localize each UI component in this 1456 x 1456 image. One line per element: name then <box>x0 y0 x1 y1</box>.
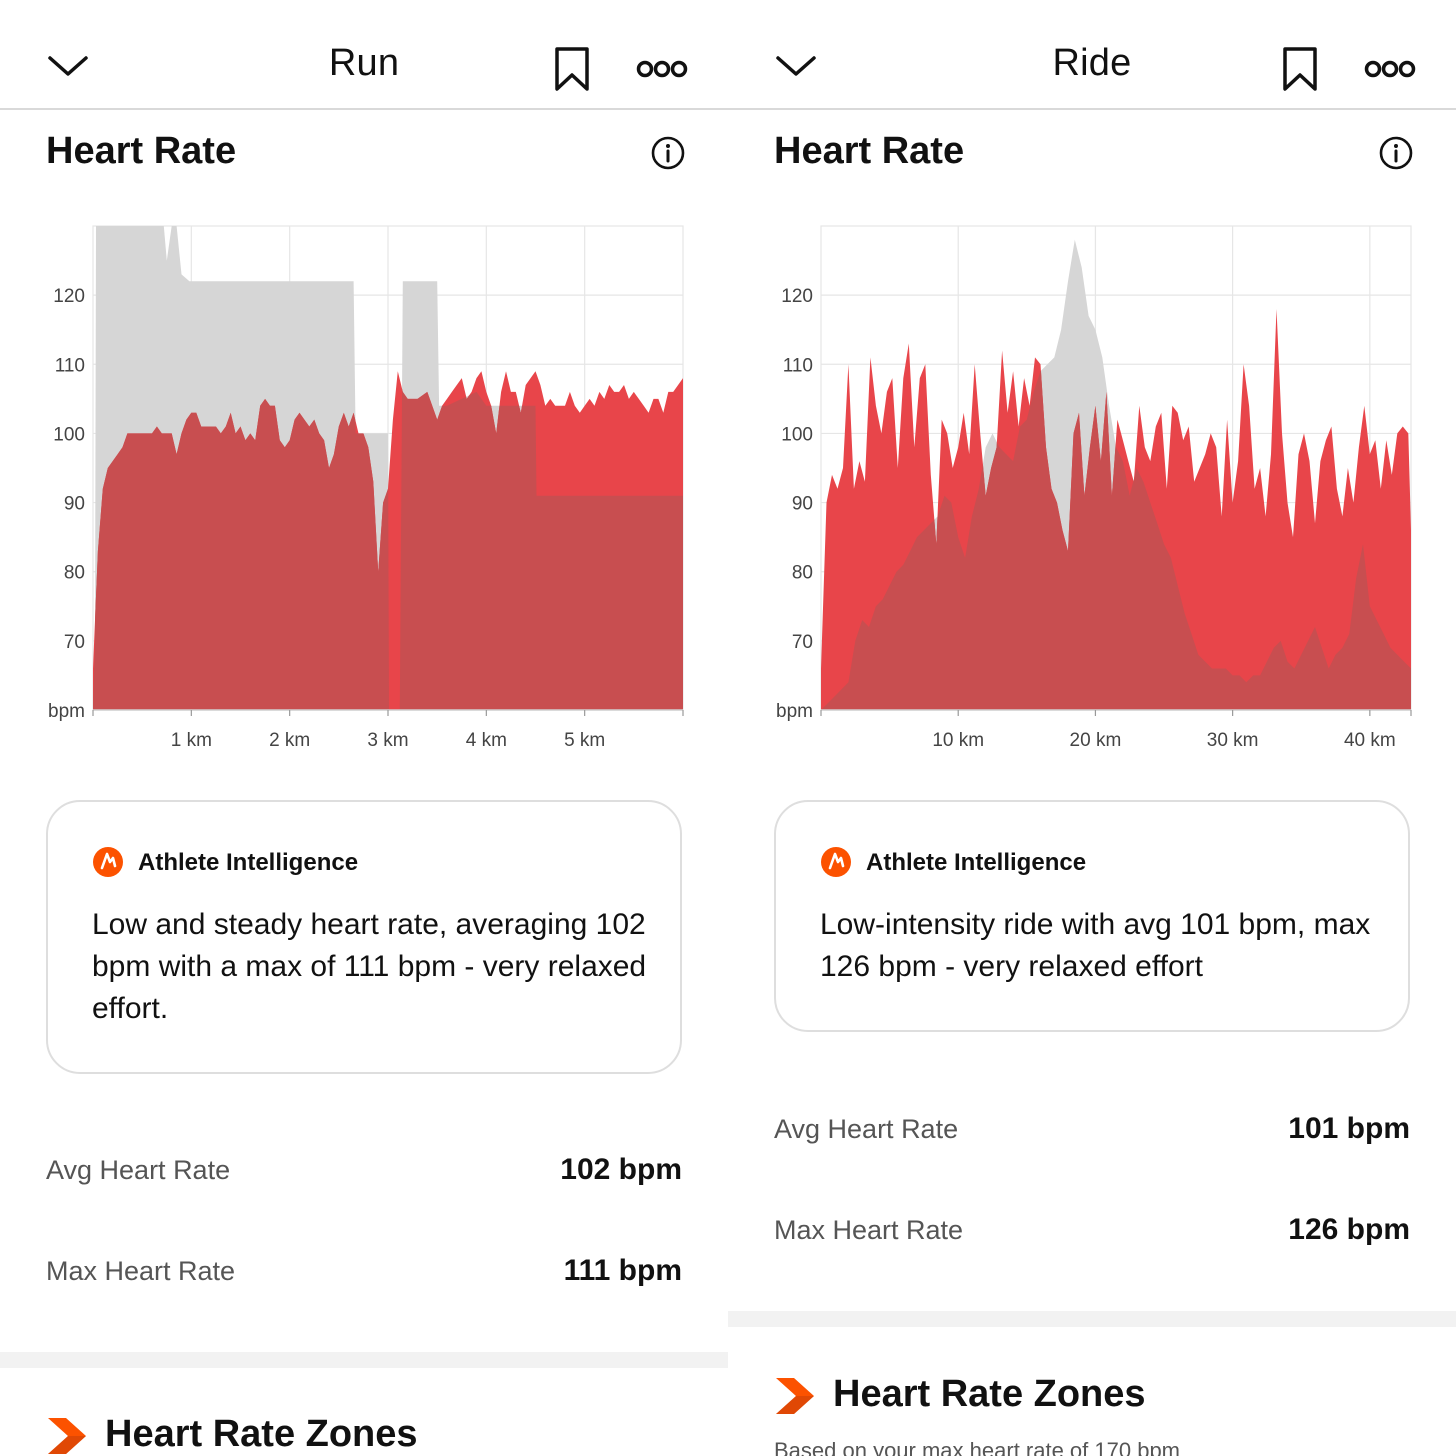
avg-heart-rate-value: 102 bpm <box>560 1153 682 1186</box>
heart-rate-zones-title[interactable]: Heart Rate Zones <box>105 1413 418 1455</box>
y-tick-label: 100 <box>53 424 85 445</box>
athlete-intelligence-icon <box>821 847 851 877</box>
max-heart-rate-value: 126 bpm <box>1288 1213 1410 1246</box>
chevron-down-icon[interactable] <box>774 48 818 84</box>
nav-bar: Run <box>0 20 728 110</box>
bookmark-icon[interactable] <box>1280 46 1320 92</box>
max-heart-rate-label: Max Heart Rate <box>774 1215 964 1245</box>
heart-rate-title: Heart Rate <box>774 130 965 172</box>
more-icon[interactable] <box>636 56 688 82</box>
y-tick-label: 110 <box>783 355 813 376</box>
y-tick-label: 90 <box>792 494 813 515</box>
y-tick-label: 80 <box>792 563 813 584</box>
x-tick-label: 4 km <box>466 730 507 751</box>
y-tick-label: 120 <box>781 286 813 307</box>
strava-chevron-icon <box>48 1418 86 1454</box>
y-tick-label: bpm <box>776 701 813 722</box>
y-tick-label: 90 <box>64 494 85 515</box>
heart-rate-zones-subtitle: Based on your max heart rate of 170 bpm <box>774 1438 1181 1456</box>
y-tick-label: 70 <box>792 632 813 653</box>
x-tick-label: 2 km <box>269 730 310 751</box>
athlete-intelligence-card: Athlete Intelligence Low and steady hear… <box>46 800 682 1074</box>
nav-bar: Ride <box>728 20 1456 110</box>
avg-heart-rate-label: Avg Heart Rate <box>46 1155 231 1185</box>
max-heart-rate-value: 111 bpm <box>563 1254 682 1287</box>
info-icon[interactable] <box>1378 135 1414 171</box>
heart-rate-chart: 120 110 100 90 80 70 bpm 10 km 20 km 30 km 40 km <box>776 225 1412 751</box>
x-tick-label: 1 km <box>171 730 212 751</box>
run-activity-panel: Run Heart Rate 120 110 100 90 80 70 bpm 1 km 2 k… <box>0 20 728 1455</box>
y-tick-label: 120 <box>53 286 85 307</box>
bookmark-icon[interactable] <box>552 46 592 92</box>
y-tick-label: 100 <box>781 424 813 445</box>
avg-heart-rate-value: 101 bpm <box>1288 1112 1410 1145</box>
x-tick-label: 20 km <box>1070 730 1122 751</box>
section-divider <box>728 1311 1456 1327</box>
x-tick-label: 3 km <box>367 730 408 751</box>
more-icon[interactable] <box>1364 56 1416 82</box>
ai-card-text: Low and steady heart rate, averaging 102… <box>92 908 647 1025</box>
overlap-area <box>93 371 683 710</box>
strava-chevron-icon <box>776 1378 814 1414</box>
nav-title: Run <box>328 42 400 84</box>
x-tick-label: 10 km <box>932 730 984 751</box>
ai-card-title: Athlete Intelligence <box>138 849 359 876</box>
heart-rate-zones-title[interactable]: Heart Rate Zones <box>833 1373 1146 1415</box>
heart-rate-chart: 120 110 100 90 80 70 bpm 1 km 2 km 3 km 4 km 5 km <box>48 225 684 751</box>
section-divider <box>0 1352 728 1368</box>
avg-heart-rate-label: Avg Heart Rate <box>774 1114 959 1144</box>
y-tick-label: 70 <box>64 632 85 653</box>
ai-card-title: Athlete Intelligence <box>866 849 1087 876</box>
ai-card-text: Low-intensity ride with avg 101 bpm, max… <box>820 908 1371 983</box>
athlete-intelligence-icon <box>93 847 123 877</box>
nav-title: Ride <box>1052 42 1132 84</box>
x-tick-label: 40 km <box>1344 730 1396 751</box>
x-tick-label: 5 km <box>564 730 605 751</box>
max-heart-rate-label: Max Heart Rate <box>46 1256 236 1286</box>
info-icon[interactable] <box>650 135 686 171</box>
y-tick-label: 80 <box>64 563 85 584</box>
chevron-down-icon[interactable] <box>46 48 90 84</box>
athlete-intelligence-card: Athlete Intelligence Low-intensity ride … <box>774 800 1410 1032</box>
ride-activity-panel: Ride Heart Rate 120 110 100 90 80 70 bpm 10 km 2… <box>728 0 1456 1456</box>
y-tick-label: 110 <box>55 355 85 376</box>
y-tick-label: bpm <box>48 701 85 722</box>
x-tick-label: 30 km <box>1207 730 1259 751</box>
heart-rate-title: Heart Rate <box>46 130 237 172</box>
